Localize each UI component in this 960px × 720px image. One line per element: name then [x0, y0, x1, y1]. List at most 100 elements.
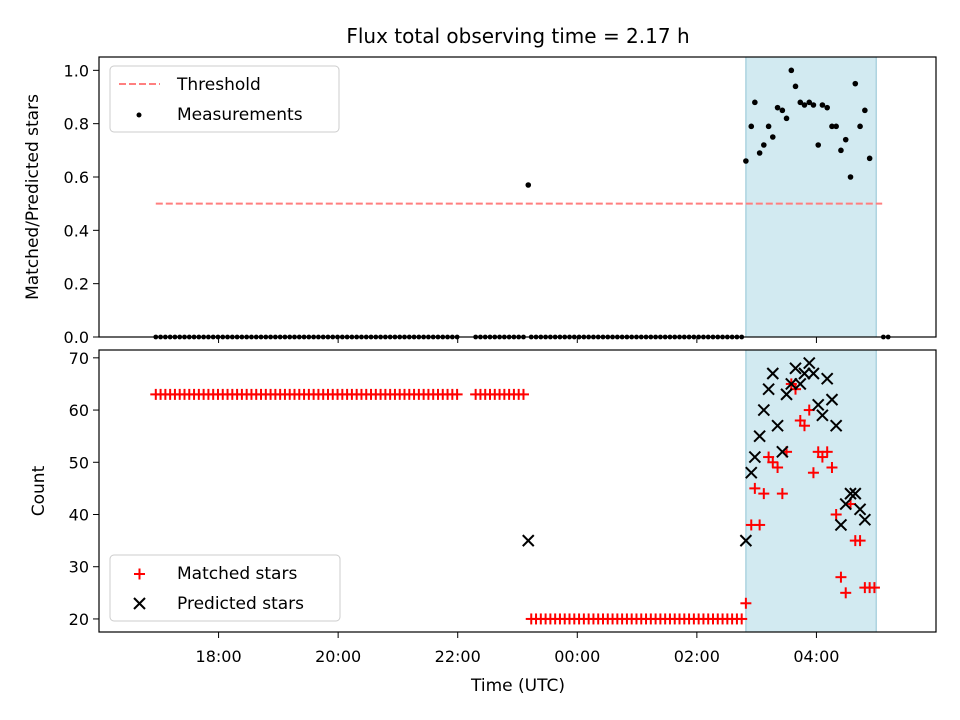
predicted-star-point: [858, 513, 872, 526]
predicted-star-point: [798, 367, 811, 380]
predicted-star-point: [820, 372, 834, 385]
matched-star-point: [517, 388, 529, 400]
measurement-point: [779, 107, 786, 114]
ratio-axes-frame: [98, 56, 937, 338]
ratio-ytick-label: 1.0: [64, 61, 89, 80]
measurement-point: [857, 123, 863, 130]
measurement-point: [748, 123, 755, 130]
legend-matched-label: Matched stars: [177, 564, 297, 584]
count-ytick-label: 20: [69, 610, 89, 629]
legend-matched-swatch: [134, 568, 145, 580]
x-tick-label: 22:00: [435, 647, 481, 666]
ratio-legend: Threshold Measurements: [109, 65, 340, 133]
legend-threshold-label: Threshold: [176, 75, 261, 95]
predicted-star-point: [785, 377, 798, 391]
x-tick-label: 18:00: [196, 647, 242, 666]
matched-star-point: [807, 467, 819, 479]
predicted-star-point: [849, 487, 862, 500]
measurement-point: [525, 182, 532, 188]
predicted-star-point: [739, 534, 753, 547]
predicted-star-stroke: [807, 367, 820, 380]
ratio-ytick-label: 0.0: [64, 328, 89, 347]
ratio-ytick-label: 0.4: [64, 221, 89, 240]
measurement-point: [829, 123, 835, 130]
predicted-star-stroke: [776, 445, 789, 459]
matched-star-point: [840, 587, 852, 599]
predicted-star-point: [745, 466, 758, 479]
measurement-point: [833, 123, 839, 130]
predicted-star-point: [789, 362, 802, 375]
x-tick-label: 04:00: [793, 647, 839, 666]
predicted-star-stroke: [522, 534, 535, 547]
predicted-star-point: [839, 497, 852, 511]
matched-star-point: [749, 482, 761, 494]
predicted-star-point: [834, 518, 848, 532]
measurement-point: [806, 99, 813, 106]
ratio-ytick-label: 0.6: [64, 168, 89, 187]
matched-star-point: [754, 519, 766, 531]
matched-star-point: [816, 451, 828, 463]
predicted-star-point: [844, 487, 857, 500]
predicted-star-point: [816, 409, 829, 422]
measurement-point: [847, 174, 854, 180]
predicted-star-stroke: [745, 466, 758, 479]
measurement-point: [783, 115, 790, 122]
x-tick-label: 02:00: [674, 647, 720, 666]
predicted-star-stroke: [748, 450, 762, 464]
predicted-star-stroke: [816, 409, 829, 422]
legend-predicted-swatch: [133, 597, 146, 610]
matched-star-point: [451, 388, 463, 400]
count-ytick-label: 60: [69, 401, 89, 420]
ratio-panel: 0.0 0.2 0.4 0.6 0.8 1.0 Matched/Predicted sta…: [23, 56, 937, 347]
measurement-point: [752, 99, 758, 106]
count-x-ticks: 18:00 20:00 22:00 00:00 02:00 04:00: [196, 632, 839, 666]
predicted-star-stroke: [858, 513, 872, 526]
measurement-point: [838, 147, 844, 154]
predicted-star-point: [829, 419, 843, 432]
measurement-point: [792, 83, 799, 90]
measurement-point: [862, 107, 868, 114]
count-panel: 20 30 40 50 60 70 18:00 20:00 22:00 00:00 02:00 04…: [29, 349, 937, 696]
ratio-ytick-label: 0.8: [64, 115, 89, 134]
predicted-star-point: [753, 429, 766, 443]
matched-star-point: [826, 462, 838, 473]
ratio-y-label: Matched/Predicted stars: [23, 94, 43, 300]
legend-predicted-label: Predicted stars: [177, 594, 304, 614]
predicted-star-point: [766, 367, 779, 380]
measurement-point: [765, 123, 772, 130]
predicted-star-point: [825, 393, 839, 406]
measurement-point: [769, 134, 776, 140]
matched-star-point: [776, 488, 788, 500]
measurement-point: [761, 142, 767, 148]
matched-star-point: [758, 488, 770, 500]
x-axis-label: Time (UTC): [470, 676, 565, 696]
measurement-point: [743, 158, 749, 164]
predicted-star-stroke: [785, 377, 798, 391]
matched-star-point: [772, 462, 784, 473]
matched-star-point: [798, 420, 810, 432]
predicted-star-stroke: [757, 403, 771, 417]
count-y-label: Count: [29, 465, 49, 516]
matched-star-point: [868, 582, 880, 594]
matched-star-point: [767, 456, 779, 468]
predicted-star-point: [522, 534, 535, 547]
ratio-legend-box: [109, 65, 340, 133]
measurement-point: [774, 104, 781, 111]
measurement-point: [801, 102, 808, 108]
predicted-star-stroke: [803, 356, 816, 370]
count-y-ticks: 20 30 40 50 60 70: [69, 349, 99, 629]
predicted-star-point: [803, 356, 816, 370]
matched-star-point: [854, 535, 866, 547]
predicted-star-stroke: [798, 367, 811, 380]
predicted-star-stroke: [825, 393, 839, 406]
matched-star-point: [821, 446, 833, 458]
count-ytick-label: 40: [69, 506, 89, 525]
measurement-point: [842, 136, 849, 143]
predicted-star-point: [812, 398, 825, 412]
matched-star-point: [835, 571, 847, 583]
measurement-point: [810, 102, 817, 108]
count-ytick-label: 50: [69, 453, 89, 472]
measurement-point: [819, 102, 826, 108]
predicted-star-stroke: [766, 367, 779, 380]
